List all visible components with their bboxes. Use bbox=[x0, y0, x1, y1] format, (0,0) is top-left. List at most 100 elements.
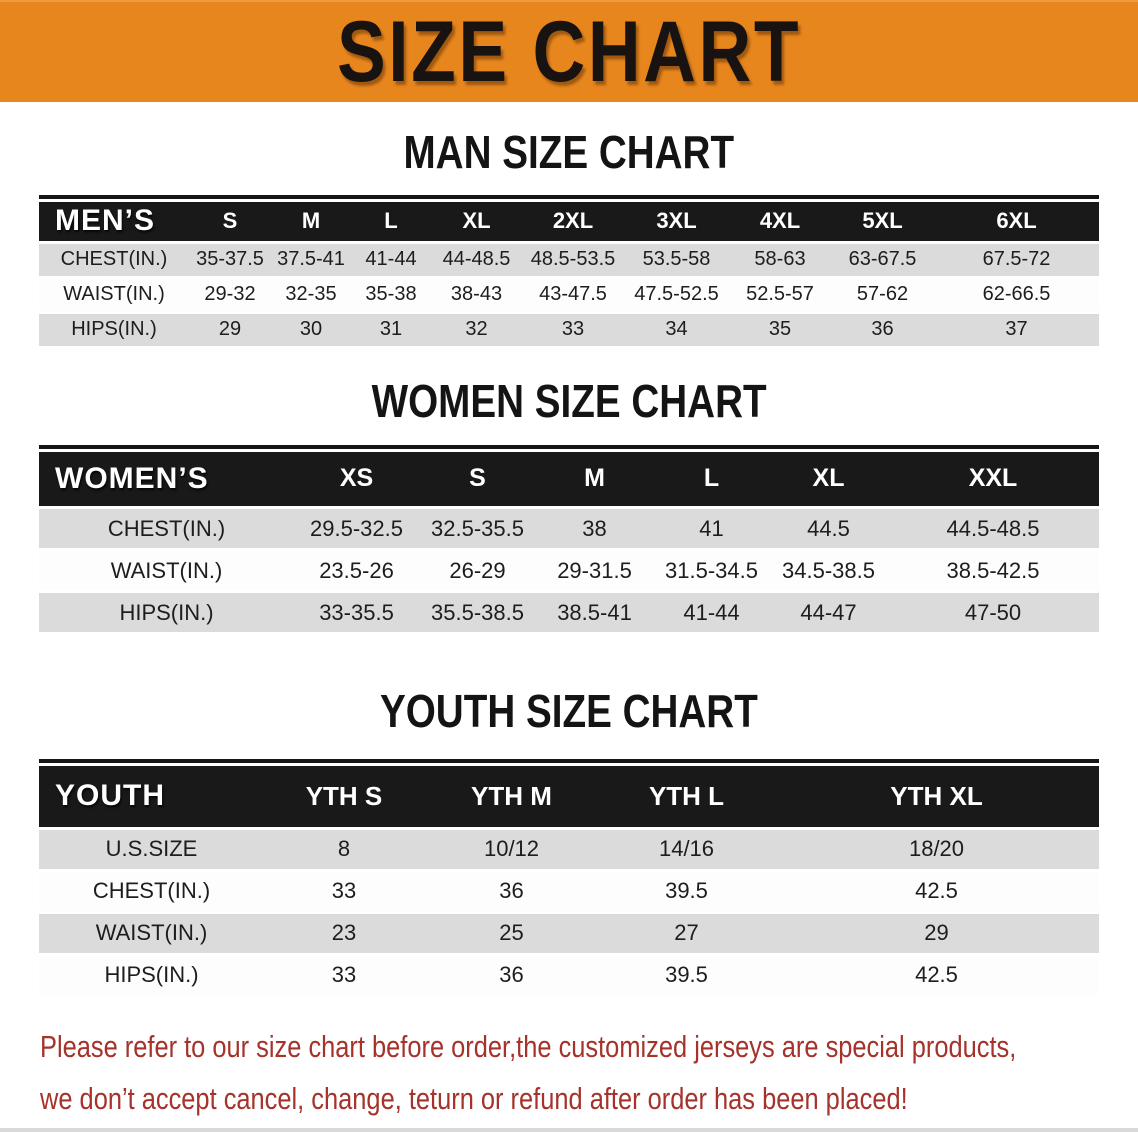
size-value-cell: 47-50 bbox=[887, 591, 1099, 635]
size-column-header: 5XL bbox=[831, 202, 934, 244]
size-column-header: XL bbox=[770, 451, 887, 509]
size-column-header: XS bbox=[294, 451, 419, 509]
size-value-cell: 26-29 bbox=[419, 549, 536, 593]
table-row: CHEST(IN.) 33 36 39.5 42.5 bbox=[39, 870, 1099, 914]
size-value-cell: 63-67.5 bbox=[831, 242, 934, 279]
size-value-cell: 33 bbox=[264, 870, 424, 914]
table-top-rule bbox=[39, 444, 1099, 449]
size-value-cell: 44.5 bbox=[770, 507, 887, 551]
size-column-header: M bbox=[271, 202, 351, 244]
measurement-row-label: WAIST(IN.) bbox=[39, 549, 294, 593]
table-row: WAIST(IN.) 29-32 32-35 35-38 38-43 43-47.5 47.… bbox=[39, 277, 1099, 314]
size-value-cell: 44.5-48.5 bbox=[887, 507, 1099, 551]
banner-title: SIZE CHART bbox=[336, 3, 802, 100]
size-column-header: M bbox=[536, 451, 653, 509]
size-value-cell: 36 bbox=[831, 312, 934, 349]
size-value-cell: 25 bbox=[424, 912, 599, 956]
size-value-cell: 67.5-72 bbox=[934, 242, 1099, 279]
size-value-cell: 39.5 bbox=[599, 954, 774, 998]
size-column-header: YTH S bbox=[264, 766, 424, 830]
man-size-section: MAN SIZE CHART MEN’S S M L XL 2XL 3XL 4XL 5XL 6XL… bbox=[0, 126, 1138, 349]
size-value-cell: 31.5-34.5 bbox=[653, 549, 770, 593]
table-top-rule bbox=[39, 759, 1099, 763]
size-value-cell: 23.5-26 bbox=[294, 549, 419, 593]
size-value-cell: 35.5-38.5 bbox=[419, 591, 536, 635]
youth-size-table: YOUTH YTH S YTH M YTH L YTH XL U.S.SIZE 8 10/12… bbox=[39, 766, 1099, 998]
size-value-cell: 33 bbox=[264, 954, 424, 998]
youth-section-heading: YOUTH SIZE CHART bbox=[380, 685, 758, 737]
table-group-label: WOMEN’S bbox=[39, 451, 294, 509]
table-group-label: MEN’S bbox=[39, 202, 189, 244]
bottom-edge-strip bbox=[0, 1128, 1138, 1132]
size-value-cell: 32.5-35.5 bbox=[419, 507, 536, 551]
measurement-row-label: U.S.SIZE bbox=[39, 828, 264, 872]
size-column-header: YTH XL bbox=[774, 766, 1099, 830]
size-value-cell: 30 bbox=[271, 312, 351, 349]
table-row: U.S.SIZE 8 10/12 14/16 18/20 bbox=[39, 828, 1099, 872]
table-header-row: MEN’S S M L XL 2XL 3XL 4XL 5XL 6XL bbox=[39, 202, 1099, 244]
size-column-header: S bbox=[189, 202, 271, 244]
size-value-cell: 35-38 bbox=[351, 277, 431, 314]
women-size-table: WOMEN’S XS S M L XL XXL CHEST(IN.) 29.5-32.5 32.5… bbox=[39, 451, 1099, 635]
table-row: HIPS(IN.) 29 30 31 32 33 34 35 36 37 bbox=[39, 312, 1099, 349]
size-value-cell: 34.5-38.5 bbox=[770, 549, 887, 593]
size-value-cell: 29-31.5 bbox=[536, 549, 653, 593]
size-column-header: XXL bbox=[887, 451, 1099, 509]
size-value-cell: 52.5-57 bbox=[729, 277, 831, 314]
size-column-header: XL bbox=[431, 202, 522, 244]
disclaimer-line-1: Please refer to our size chart before or… bbox=[40, 1028, 1017, 1064]
size-value-cell: 58-63 bbox=[729, 242, 831, 279]
size-value-cell: 48.5-53.5 bbox=[522, 242, 624, 279]
size-column-header: L bbox=[653, 451, 770, 509]
measurement-row-label: WAIST(IN.) bbox=[39, 912, 264, 956]
size-value-cell: 41-44 bbox=[351, 242, 431, 279]
table-header-row: YOUTH YTH S YTH M YTH L YTH XL bbox=[39, 766, 1099, 830]
size-column-header: L bbox=[351, 202, 431, 244]
size-value-cell: 14/16 bbox=[599, 828, 774, 872]
size-value-cell: 29 bbox=[189, 312, 271, 349]
table-row: WAIST(IN.) 23 25 27 29 bbox=[39, 912, 1099, 956]
measurement-row-label: HIPS(IN.) bbox=[39, 591, 294, 635]
size-column-header: S bbox=[419, 451, 536, 509]
size-value-cell: 39.5 bbox=[599, 870, 774, 914]
size-column-header: 2XL bbox=[522, 202, 624, 244]
table-row: WAIST(IN.) 23.5-26 26-29 29-31.5 31.5-34.5 34… bbox=[39, 549, 1099, 593]
table-group-label: YOUTH bbox=[39, 766, 264, 830]
size-value-cell: 43-47.5 bbox=[522, 277, 624, 314]
table-row: HIPS(IN.) 33 36 39.5 42.5 bbox=[39, 954, 1099, 998]
size-value-cell: 38 bbox=[536, 507, 653, 551]
disclaimer-text: Please refer to our size chart before or… bbox=[40, 1024, 1120, 1128]
size-value-cell: 47.5-52.5 bbox=[624, 277, 729, 314]
size-value-cell: 53.5-58 bbox=[624, 242, 729, 279]
size-value-cell: 23 bbox=[264, 912, 424, 956]
table-row: CHEST(IN.) 35-37.5 37.5-41 41-44 44-48.5 48.5… bbox=[39, 242, 1099, 279]
size-value-cell: 57-62 bbox=[831, 277, 934, 314]
size-value-cell: 37 bbox=[934, 312, 1099, 349]
size-value-cell: 42.5 bbox=[774, 870, 1099, 914]
measurement-row-label: CHEST(IN.) bbox=[39, 507, 294, 551]
table-top-rule bbox=[39, 195, 1099, 199]
size-value-cell: 44-47 bbox=[770, 591, 887, 635]
table-row: CHEST(IN.) 29.5-32.5 32.5-35.5 38 41 44.5 44.5… bbox=[39, 507, 1099, 551]
women-section-heading: WOMEN SIZE CHART bbox=[371, 374, 767, 427]
size-value-cell: 8 bbox=[264, 828, 424, 872]
size-value-cell: 38.5-42.5 bbox=[887, 549, 1099, 593]
table-row: HIPS(IN.) 33-35.5 35.5-38.5 38.5-41 41-44 44-… bbox=[39, 591, 1099, 635]
women-size-section: WOMEN SIZE CHART WOMEN’S XS S M L XL XXL CHEST(… bbox=[0, 374, 1138, 635]
size-value-cell: 33-35.5 bbox=[294, 591, 419, 635]
size-value-cell: 35 bbox=[729, 312, 831, 349]
size-value-cell: 29 bbox=[774, 912, 1099, 956]
size-column-header: 4XL bbox=[729, 202, 831, 244]
table-header-row: WOMEN’S XS S M L XL XXL bbox=[39, 451, 1099, 509]
size-value-cell: 37.5-41 bbox=[271, 242, 351, 279]
youth-size-section: YOUTH SIZE CHART YOUTH YTH S YTH M YTH L YTH… bbox=[0, 685, 1138, 998]
size-value-cell: 38-43 bbox=[431, 277, 522, 314]
size-value-cell: 41 bbox=[653, 507, 770, 551]
measurement-row-label: WAIST(IN.) bbox=[39, 277, 189, 314]
size-value-cell: 35-37.5 bbox=[189, 242, 271, 279]
size-value-cell: 42.5 bbox=[774, 954, 1099, 998]
size-value-cell: 34 bbox=[624, 312, 729, 349]
measurement-row-label: CHEST(IN.) bbox=[39, 242, 189, 279]
disclaimer-line-2: we don’t accept cancel, change, teturn o… bbox=[40, 1080, 908, 1116]
size-column-header: YTH L bbox=[599, 766, 774, 830]
